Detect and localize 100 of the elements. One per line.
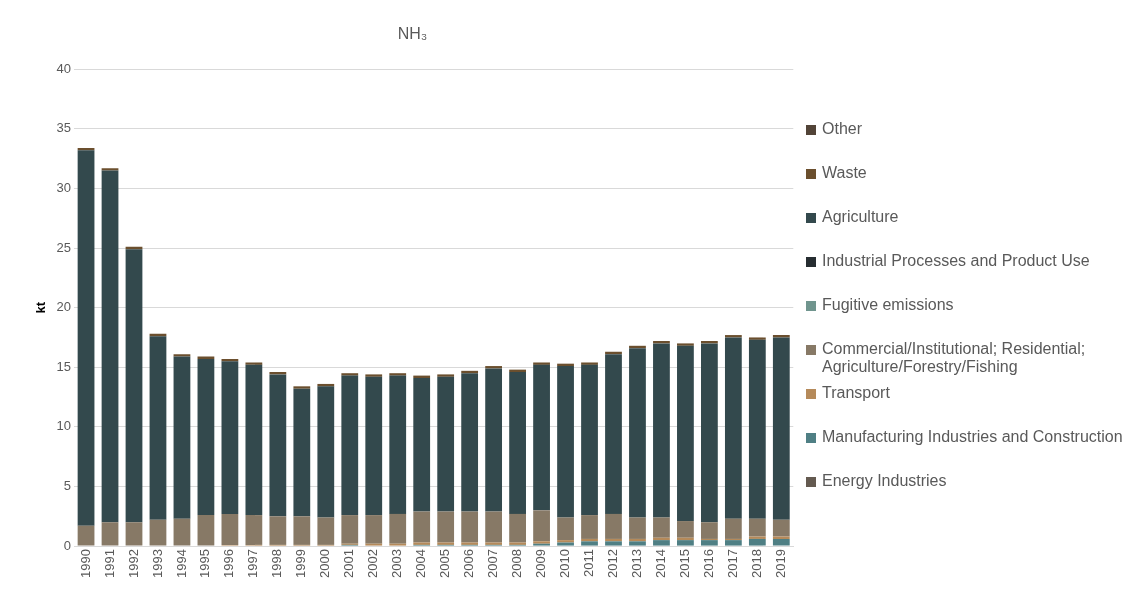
bar (461, 511, 479, 543)
x-tick-label: 2013 (629, 549, 645, 578)
x-tick-label: 2005 (437, 549, 453, 578)
bar (629, 541, 646, 546)
bar (677, 343, 694, 346)
x-tick-label: 1997 (245, 549, 261, 578)
legend-label: Industrial Processes and Product Use (822, 252, 1090, 270)
bar (485, 511, 503, 543)
bar (293, 516, 311, 545)
bar (677, 540, 694, 546)
bar (533, 510, 550, 542)
x-tick-label: 2015 (677, 549, 692, 578)
bar (125, 522, 143, 546)
bar (629, 348, 646, 518)
legend-label: Agriculture (822, 208, 899, 226)
x-tick-label: 1991 (101, 549, 117, 578)
x-tick-label: 1995 (197, 549, 213, 578)
x-tick-label: 2007 (485, 549, 501, 578)
bar (413, 511, 431, 543)
y-tick-label: 40 (56, 60, 72, 76)
legend-label: Other (822, 120, 863, 138)
bar (101, 522, 119, 546)
bar (748, 339, 766, 519)
bar (677, 345, 694, 522)
bar (317, 386, 335, 518)
x-tick-label: 2012 (605, 549, 621, 578)
bar (677, 521, 694, 538)
bar (629, 517, 646, 539)
bar (605, 513, 622, 539)
x-tick-label: 1998 (269, 549, 285, 578)
bar (485, 368, 503, 512)
bar (509, 372, 526, 514)
bar (533, 364, 550, 511)
bar (317, 517, 335, 545)
bar (772, 519, 790, 537)
bar (653, 517, 670, 538)
x-tick-label: 2010 (557, 549, 573, 578)
x-tick-label: 1996 (221, 549, 237, 578)
bar (101, 170, 119, 523)
bar (437, 374, 455, 377)
bar (605, 541, 622, 546)
y-tick-label: 10 (56, 418, 72, 434)
legend-label: Commercial/Institutional; Residential; Agriculture/Forestry/Fishing (822, 340, 1087, 376)
bar (724, 337, 742, 519)
bar (461, 373, 479, 512)
x-tick-label: 2006 (461, 549, 477, 578)
x-tick-label: 2004 (413, 549, 429, 578)
bar (173, 356, 191, 519)
y-tick-label: 20 (56, 299, 72, 315)
bar (653, 343, 670, 518)
bar (748, 538, 766, 546)
x-tick-label: 1994 (173, 549, 189, 578)
y-tick-label: 0 (63, 537, 72, 553)
bar (748, 518, 766, 537)
bar (772, 538, 790, 546)
x-tick-label: 1993 (149, 549, 165, 578)
bar (748, 337, 766, 340)
bar (557, 517, 574, 541)
bar (365, 515, 383, 544)
x-tick-label: 2019 (772, 549, 788, 578)
x-tick-label: 2009 (533, 549, 549, 578)
bar (701, 522, 718, 539)
bar (605, 354, 622, 514)
bar (341, 515, 359, 544)
bar (389, 373, 407, 376)
bar (581, 541, 598, 546)
bar (389, 513, 407, 544)
bar (173, 518, 191, 546)
bar (101, 168, 119, 171)
y-tick-label: 25 (56, 239, 72, 255)
legend-label: Energy Industries (822, 472, 947, 490)
x-tick-label: 2000 (317, 549, 333, 578)
bar (772, 337, 790, 520)
bar (221, 361, 239, 514)
bar (581, 515, 598, 539)
bar (581, 362, 598, 365)
bar (269, 516, 287, 545)
bar (149, 519, 167, 546)
y-tick-label: 5 (63, 478, 72, 494)
bar (413, 377, 431, 512)
bar (365, 374, 383, 377)
x-tick-label: 2014 (653, 549, 669, 578)
bar (293, 386, 311, 389)
bar (533, 362, 550, 365)
bar (509, 513, 526, 543)
bar (245, 364, 263, 516)
bar (389, 375, 407, 514)
bar (724, 518, 742, 539)
bar (293, 388, 311, 517)
x-tick-label: 1999 (293, 549, 309, 578)
legend-label: Transport (822, 384, 890, 402)
bar (245, 362, 263, 365)
bar (724, 540, 742, 546)
y-tick-label: 30 (56, 180, 72, 195)
bar (437, 376, 455, 512)
bar (581, 364, 598, 516)
bar (557, 366, 574, 518)
bar (653, 540, 670, 546)
bar (437, 511, 455, 543)
x-tick-label: 2017 (724, 549, 740, 578)
